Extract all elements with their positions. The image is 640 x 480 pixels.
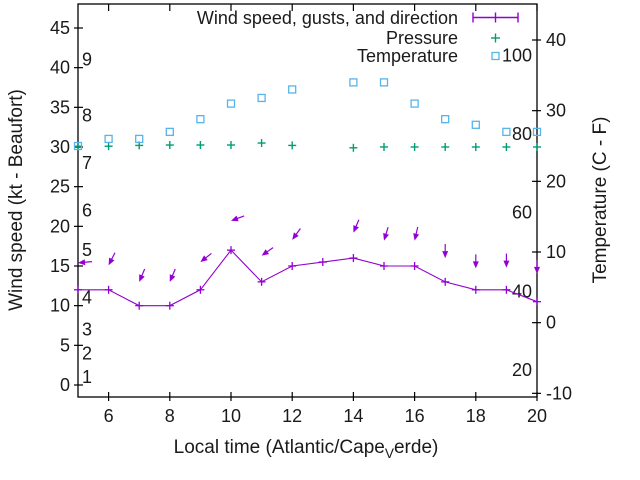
plot-border <box>77 3 538 398</box>
temperature-point <box>502 127 511 137</box>
y-right-tick-label: 30 <box>546 101 566 121</box>
temperature-point <box>379 78 389 87</box>
temperature-point <box>135 134 144 144</box>
x-axis-title-subscript: V <box>384 445 394 461</box>
fahrenheit-scale-label: 80 <box>512 124 532 144</box>
gust-arrow-head <box>503 260 510 268</box>
beaufort-scale-label: 4 <box>82 288 92 308</box>
y-left-tick-label: 25 <box>50 177 70 197</box>
beaufort-scale-label: 5 <box>82 240 92 260</box>
legend-label-pressure: Pressure <box>386 28 458 48</box>
fahrenheit-scale-label: 100 <box>502 46 532 66</box>
gust-arrow-head <box>472 261 479 269</box>
x-axis-title: Local time (Atlantic/CapeVerde) <box>174 437 439 461</box>
right-axis-title-text: Temperature (C - F) <box>590 116 611 284</box>
beaufort-scale-label: 2 <box>82 343 92 363</box>
y-left-tick-label: 0 <box>60 375 70 395</box>
legend-sample-temperature <box>491 51 500 61</box>
temperature-point <box>226 99 236 108</box>
gust-arrow-head <box>442 251 449 259</box>
x-tick-label: 20 <box>527 406 547 426</box>
gust-arrow-head <box>534 266 540 274</box>
beaufort-scale-label: 7 <box>82 153 92 173</box>
left-axis-title: Wind speed (kt - Beaufort) <box>6 89 28 311</box>
beaufort-scale-label: 6 <box>82 200 92 220</box>
temperature-point <box>196 114 205 124</box>
gust-arrow-head <box>413 233 420 241</box>
temperature-point <box>165 127 174 137</box>
y-left-tick-label: 20 <box>50 216 70 236</box>
wind-line <box>78 249 538 307</box>
x-tick-label: 6 <box>104 406 114 426</box>
x-tick-label: 10 <box>221 406 241 426</box>
y-left-tick-label: 5 <box>60 335 70 355</box>
y-left-tick-label: 45 <box>50 18 70 38</box>
gust-arrow-head <box>353 225 359 233</box>
x-axis-title-prefix: Local time (Atlantic/Cape <box>173 437 385 459</box>
temperature-point <box>257 93 266 103</box>
fahrenheit-scale-label: 40 <box>512 281 532 301</box>
gust-arrow-head <box>139 274 145 282</box>
y-right-tick-label: 20 <box>546 171 566 191</box>
beaufort-scale-label: 1 <box>82 367 92 387</box>
beaufort-scale-label: 3 <box>82 319 92 339</box>
gust-arrow-head <box>261 249 270 256</box>
x-tick-label: 12 <box>282 406 302 426</box>
temperature-point <box>410 99 419 108</box>
temperature-point <box>288 85 297 94</box>
temperature-point <box>349 78 358 87</box>
legend-label-temperature: Temperature <box>357 46 458 66</box>
gust-arrow-head <box>108 257 115 266</box>
x-axis-title-suffix: erde) <box>393 437 439 459</box>
gust-arrow-head <box>231 215 239 222</box>
gust-arrow-head <box>78 259 86 266</box>
y-left-tick-label: 10 <box>50 296 70 316</box>
y-right-tick-label: 0 <box>546 313 556 333</box>
gust-arrow-head <box>292 232 299 240</box>
gust-arrow-head <box>169 274 176 282</box>
legend-label-wind: Wind speed, gusts, and direction <box>197 8 458 28</box>
temperature-point <box>104 134 113 144</box>
y-right-tick-label: 10 <box>546 242 566 262</box>
fahrenheit-scale-label: 60 <box>512 203 532 223</box>
fahrenheit-scale-label: 20 <box>512 360 532 380</box>
x-tick-label: 16 <box>405 406 425 426</box>
temperature-point <box>73 141 83 151</box>
y-left-tick-label: 40 <box>50 58 70 78</box>
y-left-tick-label: 15 <box>50 256 70 276</box>
temperature-point <box>471 120 480 129</box>
gust-arrow-head <box>383 233 389 241</box>
beaufort-scale-label: 9 <box>82 50 92 70</box>
gust-arrow-head <box>200 255 208 263</box>
y-left-tick-label: 30 <box>50 137 70 157</box>
y-left-tick-label: 35 <box>50 97 70 117</box>
y-right-tick-label: 40 <box>546 30 566 50</box>
x-tick-label: 18 <box>466 406 486 426</box>
y-right-tick-label: -10 <box>546 383 572 403</box>
x-tick-label: 8 <box>165 406 175 426</box>
left-axis-title-text: Wind speed (kt - Beaufort) <box>6 89 27 311</box>
x-tick-label: 14 <box>343 406 363 426</box>
temperature-point <box>532 127 542 137</box>
temperature-point <box>441 114 450 124</box>
beaufort-scale-label: 8 <box>82 105 92 125</box>
right-axis-title: Temperature (C - F) <box>590 117 612 284</box>
